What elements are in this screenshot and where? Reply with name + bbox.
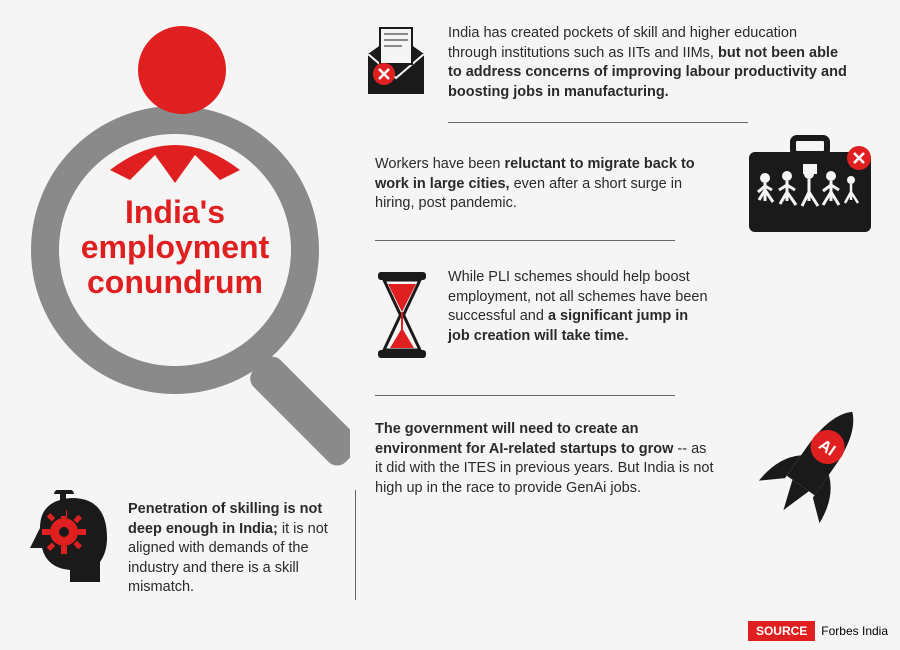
hourglass-icon: [372, 270, 432, 365]
divider-3: [375, 395, 675, 396]
head-gear-icon: [22, 490, 117, 605]
source-attribution: SOURCE Forbes India: [748, 624, 888, 638]
briefcase-migration-icon: [745, 130, 875, 245]
ai-rocket-icon: AI: [750, 395, 880, 540]
source-value: Forbes India: [821, 624, 888, 638]
point-3: While PLI schemes should help boost empl…: [448, 268, 708, 346]
vertical-divider: [355, 490, 356, 600]
point-4-bold: The government will need to create an en…: [375, 421, 673, 457]
point-4: The government will need to create an en…: [375, 420, 715, 498]
point-5: Penetration of skilling is not deep enou…: [128, 500, 343, 598]
point-1: India has created pockets of skill and h…: [448, 24, 848, 102]
main-title: India's employment conundrum: [60, 195, 290, 301]
point-2-prefix: Workers have been: [375, 156, 505, 172]
point-2: Workers have been reluctant to migrate b…: [375, 155, 705, 214]
source-label: SOURCE: [748, 621, 815, 641]
divider-2: [375, 240, 675, 241]
envelope-reject-icon: [360, 22, 432, 107]
divider-1: [448, 122, 748, 123]
